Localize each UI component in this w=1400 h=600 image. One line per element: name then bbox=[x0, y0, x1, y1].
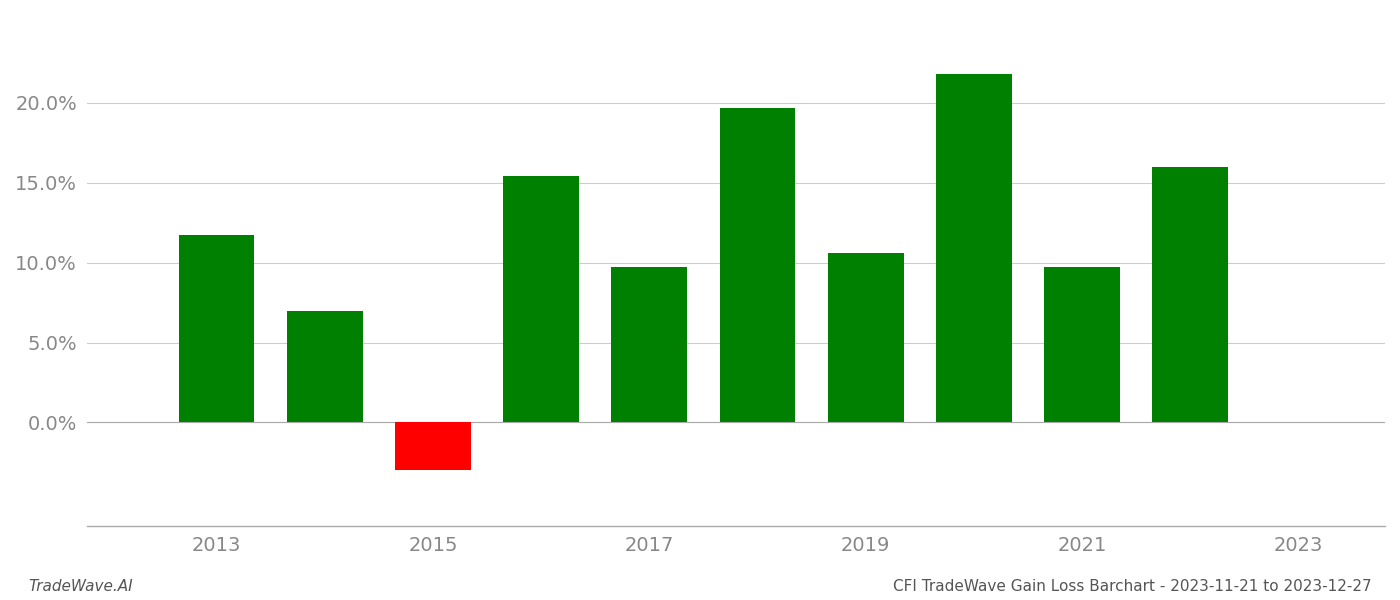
Bar bbox=[395, 422, 470, 470]
Bar bbox=[937, 74, 1012, 422]
Text: CFI TradeWave Gain Loss Barchart - 2023-11-21 to 2023-12-27: CFI TradeWave Gain Loss Barchart - 2023-… bbox=[893, 579, 1372, 594]
Bar bbox=[612, 268, 687, 422]
Bar bbox=[827, 253, 903, 422]
Bar bbox=[1152, 167, 1228, 422]
Bar bbox=[287, 311, 363, 422]
Bar bbox=[503, 176, 580, 422]
Text: TradeWave.AI: TradeWave.AI bbox=[28, 579, 133, 594]
Bar bbox=[720, 107, 795, 422]
Bar bbox=[179, 235, 255, 422]
Bar bbox=[1044, 268, 1120, 422]
